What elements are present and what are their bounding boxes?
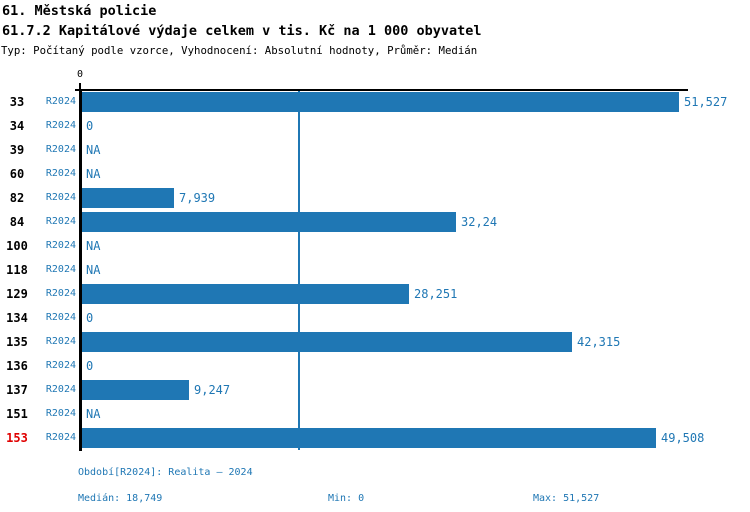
row-series-label: R2024 bbox=[45, 168, 76, 179]
value-label: 49,508 bbox=[661, 431, 705, 445]
value-label: NA bbox=[86, 263, 101, 277]
indicator-title: 61.7.2 Kapitálové výdaje celkem v tis. K… bbox=[2, 23, 482, 39]
chart-row: 100 R2024 NA bbox=[0, 236, 750, 256]
axis-zero-line bbox=[79, 89, 82, 451]
row-series-label: R2024 bbox=[45, 288, 76, 299]
row-series-label: R2024 bbox=[45, 360, 76, 371]
median-reference-line bbox=[298, 91, 300, 450]
chart-row: 60 R2024 NA bbox=[0, 164, 750, 184]
value-label: 28,251 bbox=[414, 287, 458, 301]
row-category-label: 84 bbox=[9, 215, 25, 229]
indicator-subtitle: Typ: Počítaný podle vzorce, Vyhodnocení:… bbox=[1, 44, 478, 57]
row-series-label: R2024 bbox=[45, 144, 76, 155]
value-bar bbox=[82, 380, 189, 400]
chart-row: 129 R2024 28,251 bbox=[0, 284, 750, 304]
row-category-label: 151 bbox=[6, 407, 28, 421]
row-category-label: 137 bbox=[6, 383, 28, 397]
chart-row: 136 R2024 0 bbox=[0, 356, 750, 376]
value-label: 32,24 bbox=[461, 215, 498, 229]
footer-max-label: Max: 51,527 bbox=[533, 493, 600, 504]
value-bar bbox=[82, 212, 456, 232]
row-series-label: R2024 bbox=[45, 120, 76, 131]
value-bar bbox=[82, 284, 409, 304]
chart-row: 34 R2024 0 bbox=[0, 116, 750, 136]
value-bar bbox=[82, 188, 174, 208]
row-series-label: R2024 bbox=[45, 432, 76, 443]
value-label: 0 bbox=[86, 311, 94, 325]
row-category-label: 134 bbox=[6, 311, 28, 325]
row-series-label: R2024 bbox=[45, 96, 76, 107]
chart-row: 82 R2024 7,939 bbox=[0, 188, 750, 208]
footer-min-label: Min: 0 bbox=[328, 493, 365, 504]
row-series-label: R2024 bbox=[45, 312, 76, 323]
value-bar bbox=[82, 428, 656, 448]
value-label: 0 bbox=[86, 359, 94, 373]
row-series-label: R2024 bbox=[45, 336, 76, 347]
axis-top-line bbox=[75, 89, 688, 91]
row-category-label: 118 bbox=[6, 263, 28, 277]
axis-tick-label-zero: 0 bbox=[76, 69, 84, 80]
row-category-label: 100 bbox=[6, 239, 28, 253]
chart-row: 33 R2024 51,527 bbox=[0, 92, 750, 112]
axis-tick-mark bbox=[79, 83, 81, 89]
value-label: 51,527 bbox=[684, 95, 728, 109]
report-title: 61. Městská policie bbox=[2, 3, 157, 19]
chart-row: 151 R2024 NA bbox=[0, 404, 750, 424]
row-category-label: 153 bbox=[6, 431, 28, 445]
row-series-label: R2024 bbox=[45, 216, 76, 227]
row-series-label: R2024 bbox=[45, 240, 76, 251]
chart-row: 118 R2024 NA bbox=[0, 260, 750, 280]
chart-row: 135 R2024 42,315 bbox=[0, 332, 750, 352]
row-category-label: 136 bbox=[6, 359, 28, 373]
value-label: 0 bbox=[86, 119, 94, 133]
row-category-label: 60 bbox=[9, 167, 25, 181]
row-category-label: 82 bbox=[9, 191, 25, 205]
value-label: NA bbox=[86, 239, 101, 253]
chart-row: 134 R2024 0 bbox=[0, 308, 750, 328]
chart-row: 39 R2024 NA bbox=[0, 140, 750, 160]
row-series-label: R2024 bbox=[45, 264, 76, 275]
row-series-label: R2024 bbox=[45, 192, 76, 203]
chart-row: 137 R2024 9,247 bbox=[0, 380, 750, 400]
row-category-label: 34 bbox=[9, 119, 25, 133]
value-label: NA bbox=[86, 143, 101, 157]
row-category-label: 33 bbox=[9, 95, 25, 109]
value-label: 42,315 bbox=[577, 335, 621, 349]
row-category-label: 135 bbox=[6, 335, 28, 349]
row-series-label: R2024 bbox=[45, 384, 76, 395]
chart-row: 153 R2024 49,508 bbox=[0, 428, 750, 448]
value-bar bbox=[82, 332, 572, 352]
value-bar bbox=[82, 92, 679, 112]
value-label: 7,939 bbox=[179, 191, 216, 205]
row-category-label: 39 bbox=[9, 143, 25, 157]
row-series-label: R2024 bbox=[45, 408, 76, 419]
footer-period-label: Období[R2024]: Realita – 2024 bbox=[78, 467, 253, 478]
row-category-label: 129 bbox=[6, 287, 28, 301]
value-label: NA bbox=[86, 167, 101, 181]
value-label: NA bbox=[86, 407, 101, 421]
chart-row: 84 R2024 32,24 bbox=[0, 212, 750, 232]
value-label: 9,247 bbox=[194, 383, 231, 397]
footer-median-label: Medián: 18,749 bbox=[78, 493, 163, 504]
